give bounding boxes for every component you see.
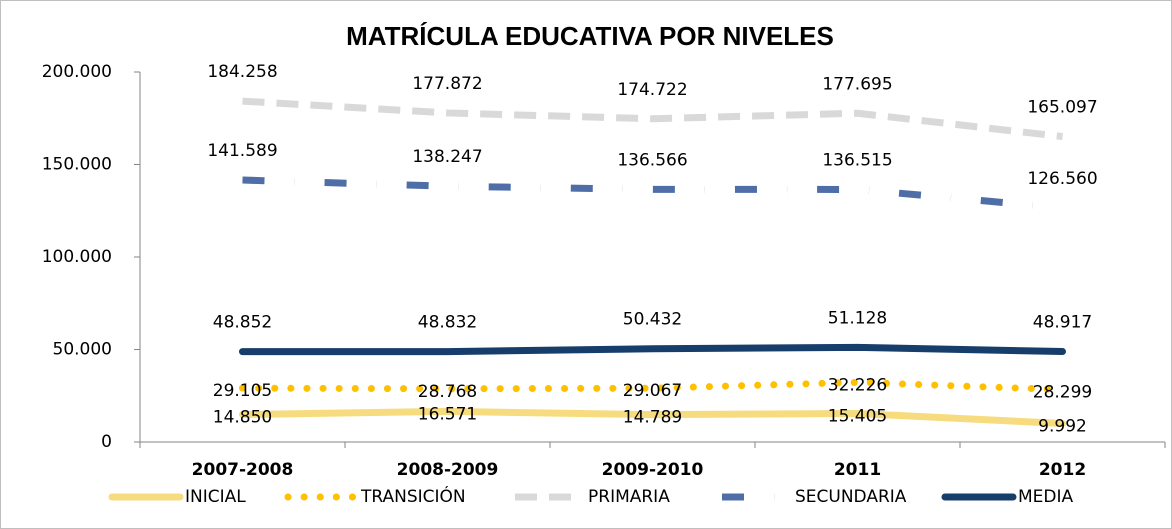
- data-label: 136.566: [617, 150, 687, 170]
- data-label: 14.850: [213, 408, 272, 428]
- data-label: 28.768: [418, 382, 477, 402]
- legend-label: TRANSICIÓN: [360, 485, 466, 507]
- data-label: 50.432: [623, 310, 682, 330]
- legend-label: SECUNDARIA: [795, 487, 907, 507]
- data-label: 9.992: [1038, 417, 1087, 437]
- data-label: 184.258: [207, 62, 277, 82]
- data-label: 177.695: [822, 74, 892, 94]
- data-label: 141.589: [207, 141, 277, 161]
- x-tick-label: 2012: [1039, 460, 1086, 480]
- data-label: 28.299: [1033, 383, 1092, 403]
- x-tick-label: 2009-2010: [602, 460, 704, 480]
- data-label: 48.917: [1033, 313, 1092, 333]
- data-label: 48.832: [418, 313, 477, 333]
- chart-title: MATRÍCULA EDUCATIVA POR NIVELES: [346, 21, 834, 51]
- x-tick-label: 2007-2008: [192, 460, 294, 480]
- y-tick-label: 200.000: [42, 62, 112, 82]
- data-label: 165.097: [1027, 98, 1097, 118]
- data-label: 16.571: [418, 404, 477, 424]
- data-label: 14.789: [623, 408, 682, 428]
- data-label: 126.560: [1027, 169, 1097, 189]
- data-label: 138.247: [412, 147, 482, 167]
- series-line: [242, 97, 1063, 141]
- data-label: 177.872: [412, 74, 482, 94]
- data-label: 48.852: [213, 313, 272, 333]
- y-tick-label: 50.000: [53, 340, 112, 360]
- series-line: [239, 407, 1066, 428]
- data-label: 29.105: [213, 381, 272, 401]
- legend-label: PRIMARIA: [588, 487, 670, 507]
- data-label: 29.067: [623, 381, 682, 401]
- y-tick-label: 0: [101, 432, 112, 452]
- x-tick-label: 2008-2009: [397, 460, 499, 480]
- y-tick-label: 150.000: [42, 155, 112, 175]
- data-label: 32.226: [828, 375, 887, 395]
- y-tick-label: 100.000: [42, 247, 112, 267]
- series-line: [239, 343, 1066, 356]
- x-tick-label: 2011: [834, 460, 881, 480]
- legend-label: INICIAL: [185, 487, 246, 507]
- legend-label: MEDIA: [1018, 487, 1074, 507]
- data-label: 174.722: [617, 80, 687, 100]
- data-label: 136.515: [822, 150, 892, 170]
- data-label: 15.405: [828, 407, 887, 427]
- data-label: 51.128: [828, 308, 887, 328]
